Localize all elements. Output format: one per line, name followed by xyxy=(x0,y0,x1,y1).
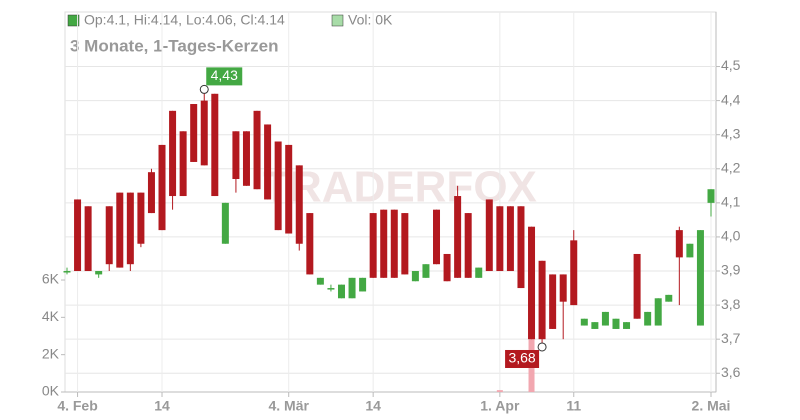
candle-body xyxy=(433,209,441,265)
y-tick-label: 3,6 xyxy=(721,364,741,380)
min-label-box xyxy=(505,349,540,368)
max-label-box xyxy=(206,67,243,86)
y-tick-label: 4,3 xyxy=(721,125,741,141)
y2-tick-label: 2K xyxy=(42,345,60,361)
candle-body xyxy=(126,192,134,265)
candle-body xyxy=(242,131,250,186)
y2-tick-label: 6K xyxy=(42,271,60,287)
max-label: 4,43 xyxy=(211,67,238,83)
candle-body xyxy=(285,144,293,234)
candle-body xyxy=(380,209,388,278)
min-label: 3,68 xyxy=(508,350,535,366)
candle-body xyxy=(95,271,103,275)
y-tick-label: 3,8 xyxy=(721,296,741,312)
candle-body xyxy=(707,189,715,203)
max-marker xyxy=(199,84,209,94)
candle-body xyxy=(359,277,367,292)
candle-body xyxy=(665,294,673,302)
candle-body xyxy=(327,288,335,290)
candle-body xyxy=(200,100,208,166)
candle-body xyxy=(401,213,409,275)
candle-body xyxy=(369,213,377,278)
candle-body xyxy=(591,322,599,329)
candle-body xyxy=(528,226,536,340)
candle-body xyxy=(549,274,557,329)
y-tick-label: 4,4 xyxy=(721,91,741,107)
candle-body xyxy=(506,206,514,272)
candle-body xyxy=(147,172,155,214)
legend-swatch xyxy=(67,14,80,27)
volume-readout: Vol: 0K xyxy=(348,12,393,28)
watermark: TRADERFOX xyxy=(263,163,537,212)
candle-body xyxy=(570,240,578,306)
candle-body xyxy=(612,318,620,329)
y-tick-label: 4,0 xyxy=(721,228,741,244)
candle-body xyxy=(179,131,187,197)
y-tick-label: 3,9 xyxy=(721,262,741,278)
candle-body xyxy=(169,110,177,197)
y-tick-label: 4,5 xyxy=(721,57,741,73)
candle-body xyxy=(454,196,462,278)
y-tick-label: 4,1 xyxy=(721,194,741,210)
candle-body xyxy=(221,202,229,244)
candle-body xyxy=(295,165,303,244)
y2-tick-label: 0K xyxy=(42,383,60,399)
candle-body xyxy=(675,230,683,258)
candle-body xyxy=(485,199,493,272)
candle-body xyxy=(74,199,82,272)
candle-body xyxy=(580,318,588,326)
candle-body xyxy=(411,271,419,282)
candle-body xyxy=(253,110,261,190)
candle-body xyxy=(633,253,641,319)
candle-body xyxy=(211,93,219,197)
candle-body xyxy=(538,260,546,340)
candle-body xyxy=(348,277,356,299)
volume-bar xyxy=(496,390,503,392)
x-tick-label: 2. Mai xyxy=(692,398,731,414)
candle-body xyxy=(306,213,314,275)
legend-swatch xyxy=(331,14,344,27)
candle-body xyxy=(316,277,324,285)
candle-body xyxy=(84,206,92,272)
x-tick-label: 4. Mär xyxy=(268,398,309,414)
candle-body xyxy=(105,206,113,265)
ohlc-readout: Op:4.1, Hi:4.14, Lo:4.06, Cl:4.14 xyxy=(84,12,285,28)
x-tick-label: 4. Feb xyxy=(57,398,97,414)
candle-body xyxy=(696,230,704,326)
candle-body xyxy=(190,104,198,162)
candle-body xyxy=(390,209,398,278)
candle-body xyxy=(63,271,71,273)
candle-body xyxy=(137,192,145,244)
x-tick-label: 11 xyxy=(566,398,581,414)
candle-body xyxy=(422,264,430,278)
x-tick-label: 14 xyxy=(365,398,381,414)
y-tick-label: 3,7 xyxy=(721,330,741,346)
candle-body xyxy=(264,124,272,200)
candle-body xyxy=(496,206,504,272)
candle-body xyxy=(158,144,166,231)
candle-body xyxy=(443,253,451,282)
x-tick-label: 14 xyxy=(154,398,170,414)
candle-body xyxy=(644,311,652,326)
candle-body xyxy=(654,298,662,326)
candle-body xyxy=(686,243,694,258)
y2-tick-label: 4K xyxy=(42,308,60,324)
y-tick-label: 4,2 xyxy=(721,159,741,175)
x-tick-label: 1. Apr xyxy=(480,398,520,414)
candle-body xyxy=(464,213,472,278)
candle-body xyxy=(475,267,483,278)
candle-body xyxy=(623,322,631,329)
candle-body xyxy=(559,274,567,302)
candle-body xyxy=(517,206,525,289)
min-marker xyxy=(537,342,547,352)
candle-body xyxy=(116,192,124,268)
candle-body xyxy=(232,131,240,179)
candle-body xyxy=(337,284,345,299)
candle-body xyxy=(274,141,282,231)
candle-body xyxy=(601,311,609,326)
subtitle: 3 Monate, 1-Tages-Kerzen xyxy=(70,36,278,55)
